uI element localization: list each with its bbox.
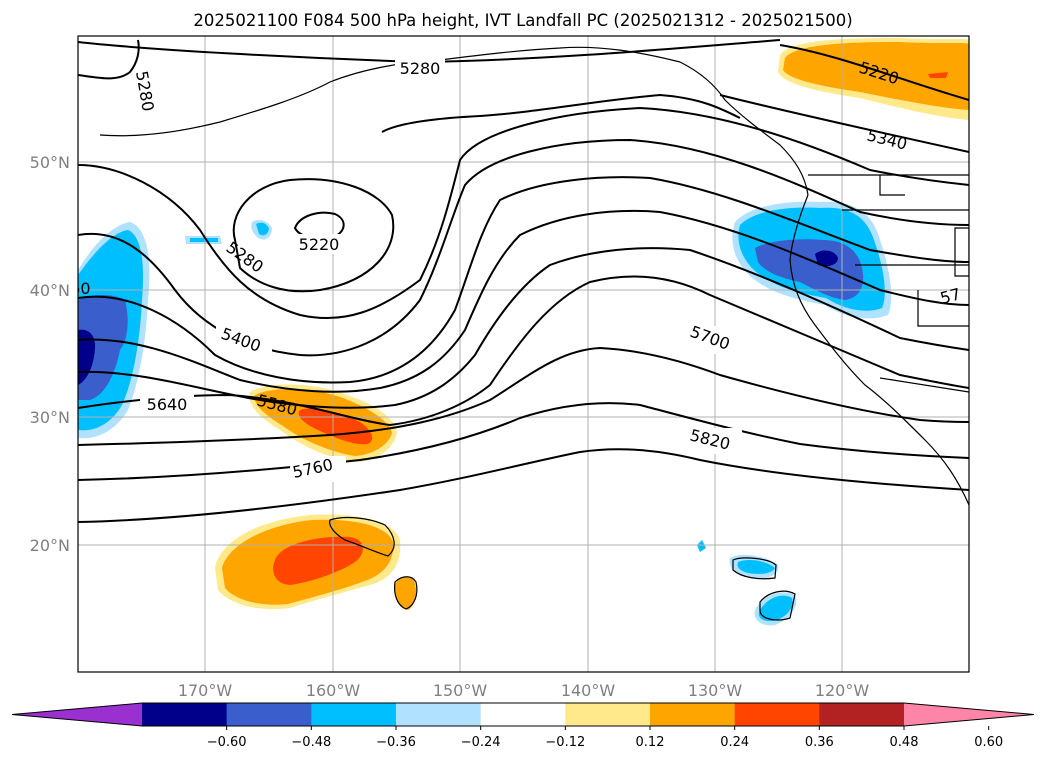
contour-5700: [78, 275, 969, 427]
colorbar-segment: [565, 703, 651, 726]
contour-5280-low: [232, 178, 395, 293]
lat-label-30n: 30°N: [30, 408, 70, 427]
coastlines: [99, 46, 969, 621]
hawaii-coast: [329, 516, 395, 557]
contour-label: 560: [60, 279, 91, 298]
contour-label: 5220: [299, 235, 340, 254]
colorbar: −0.60 −0.48 −0.36 −0.24 −0.12 0.12 0.24 0.36 0.4…: [11, 702, 1035, 750]
colorbar-segment: [734, 703, 820, 726]
ivt-negative-shading: [78, 201, 892, 626]
colorbar-extend-low: [12, 703, 142, 726]
contour-5880: [78, 448, 969, 523]
colorbar-tick-label: −0.24: [461, 735, 501, 750]
colorbar-tick-label: 0.48: [890, 735, 919, 750]
lon-label-120w: 120°W: [815, 681, 870, 700]
colorbar-segment: [396, 703, 482, 726]
lat-labels: 50°N 40°N 30°N 20°N: [30, 153, 70, 555]
alaska-coast: [99, 46, 809, 196]
colorbar-tick-label: −0.48: [291, 735, 331, 750]
colorbar-outline: [11, 702, 1035, 727]
height-contours: [78, 39, 969, 523]
lat-label-20n: 20°N: [30, 536, 70, 555]
colorbar-segment: [311, 703, 397, 726]
contour-5280-nw: [78, 39, 140, 80]
lat-label-50n: 50°N: [30, 153, 70, 172]
map-title: 2025021100 F084 500 hPa height, IVT Land…: [193, 11, 852, 30]
contour-label: 57: [938, 284, 963, 308]
contour-5460: [78, 138, 969, 357]
ivt-positive-shading: [215, 38, 969, 610]
lon-label-170w: 170°W: [178, 681, 233, 700]
colorbar-tick-label: 0.12: [636, 735, 665, 750]
graticule: [78, 36, 969, 672]
contour-5640: [78, 247, 969, 409]
contour-5400-upper: [381, 93, 741, 133]
contour-5220-ne: [779, 44, 969, 101]
colorbar-tick-label: −0.12: [545, 735, 585, 750]
colorbar-tick-label: −0.36: [376, 735, 416, 750]
colorbar-tick-label: 0.24: [720, 735, 749, 750]
map-area: 5280 5280 5220 5280 5220 5340 5400 5580 …: [60, 36, 969, 672]
colorbar-segment: [142, 703, 228, 726]
lon-labels: 170°W 160°W 150°W 140°W 130°W 120°W: [178, 681, 870, 700]
contour-label: 5340: [865, 125, 909, 153]
contour-5340-ne: [719, 94, 969, 153]
colorbar-segment: [819, 703, 905, 726]
lat-label-40n: 40°N: [30, 281, 70, 300]
contour-5520: [78, 176, 969, 384]
us-mexico-border: [879, 377, 969, 393]
map-frame: [77, 35, 970, 673]
contour-5820: [78, 402, 969, 481]
colorbar-tick-label: −0.60: [207, 735, 247, 750]
lon-label-150w: 150°W: [433, 681, 488, 700]
contour-5760: [78, 346, 969, 446]
colorbar-tick-label: 0.36: [805, 735, 834, 750]
contour-label: 5280: [400, 59, 441, 78]
lon-label-140w: 140°W: [561, 681, 616, 700]
contour-label: 5640: [147, 395, 188, 414]
contour-5400: [78, 106, 969, 319]
colorbar-segment: [480, 703, 566, 726]
colorbar-segment: [650, 703, 736, 726]
colorbar-segment: [226, 703, 312, 726]
lon-label-130w: 130°W: [688, 681, 743, 700]
na-west-coast: [789, 194, 969, 506]
colorbar-extend-high: [904, 703, 1034, 726]
contour-5580: [78, 209, 969, 393]
colorbar-tick-label: 0.60: [974, 735, 1003, 750]
contour-labels: 5280 5280 5220 5280 5220 5340 5400 5580 …: [60, 58, 963, 482]
lon-label-160w: 160°W: [306, 681, 361, 700]
